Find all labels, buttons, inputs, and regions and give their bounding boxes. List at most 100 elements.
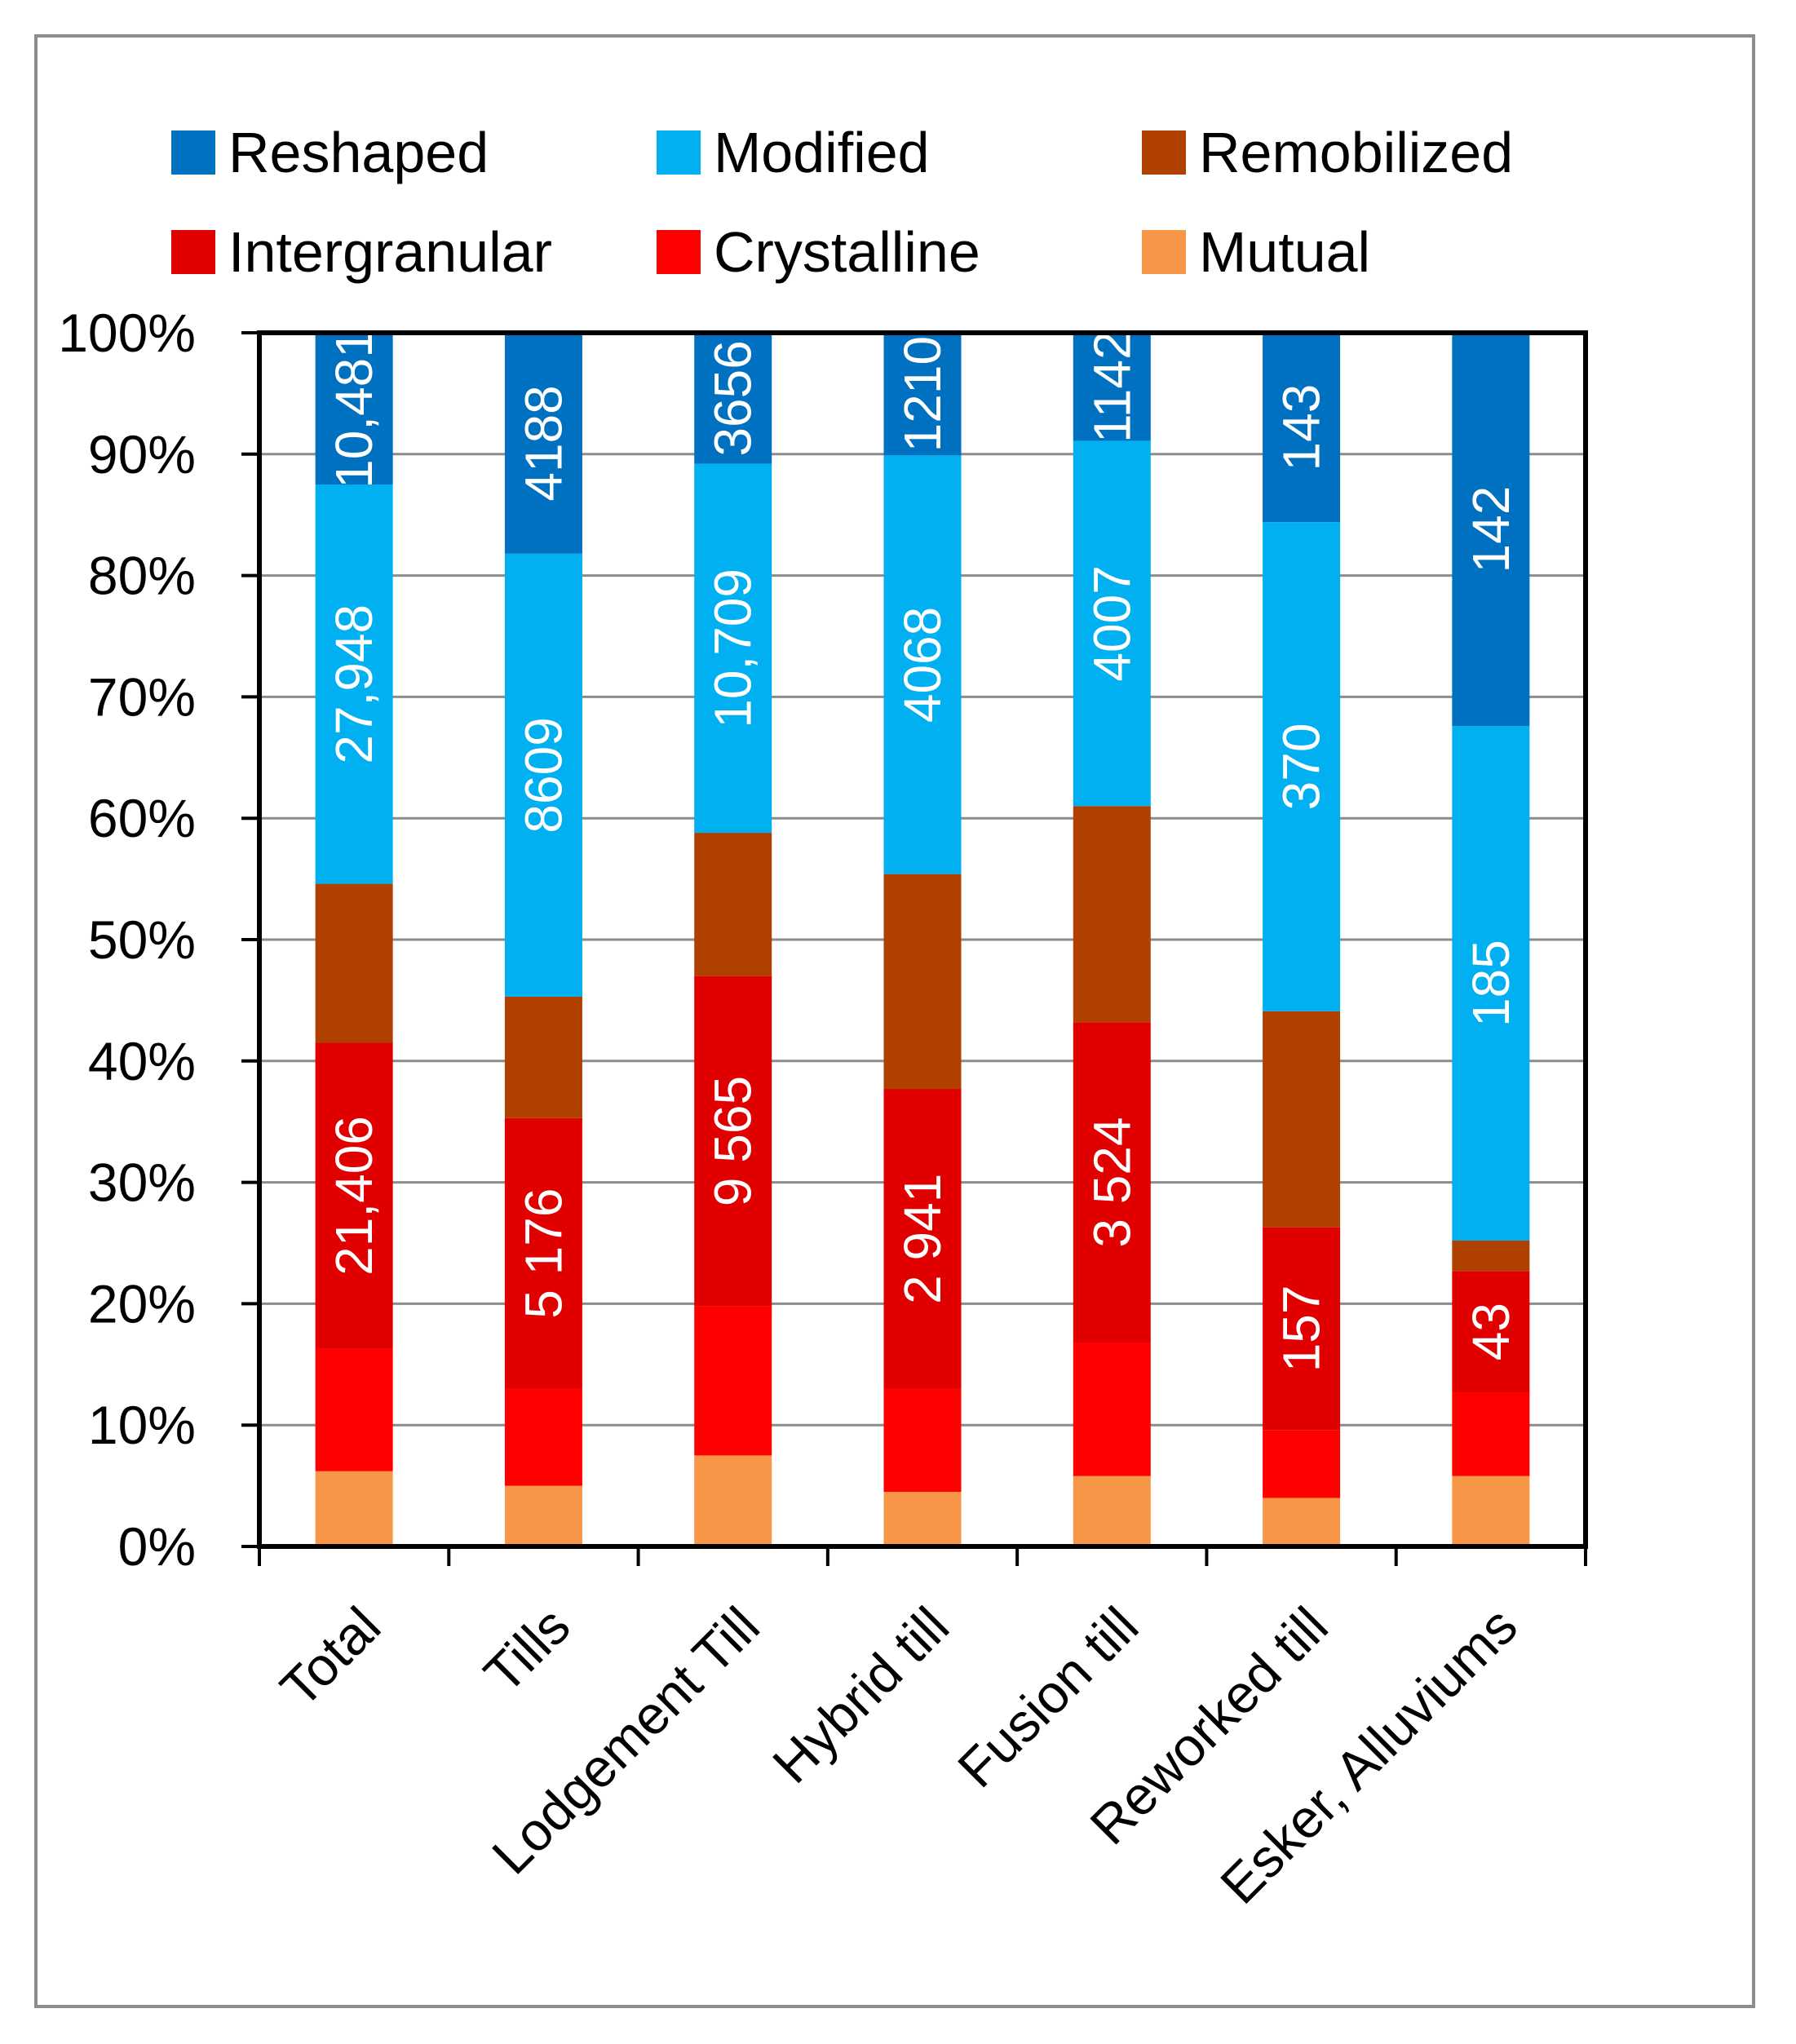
bar-segment-crystalline [1452, 1392, 1530, 1476]
legend-label: Modified [714, 121, 930, 184]
data-label-intergranular: 21,406 [325, 1116, 383, 1276]
bar-esker-alluviums: 43 185 142 [1452, 333, 1530, 1546]
category-label-total: Total [268, 1595, 391, 1719]
y-tick-label: 20% [88, 1273, 196, 1334]
y-tick-label: 90% [88, 424, 196, 484]
bar-segment-mutual [1263, 1498, 1341, 1546]
y-tick-label: 30% [88, 1153, 196, 1213]
legend-swatch [657, 230, 701, 274]
y-tick-label: 100% [58, 303, 196, 363]
data-label-intergranular: 157 [1272, 1285, 1331, 1373]
y-tick-label: 40% [88, 1031, 196, 1091]
bar-segment-mutual [315, 1471, 393, 1546]
bars: 21,406 27,948 10,481 5 176 8609 4188 9 565 10,7… [315, 329, 1530, 1546]
bar-tills: 5 176 8609 4188 [504, 333, 582, 1546]
legend-label: Intergranular [228, 220, 552, 284]
data-label-reshaped: 143 [1272, 384, 1331, 471]
bar-segment-reshaped [1073, 333, 1151, 441]
bar-segment-crystalline [883, 1388, 962, 1493]
category-label-fusion-till: Fusion till [946, 1595, 1149, 1798]
bar-segment-intergranular [1073, 1022, 1151, 1343]
bar-segment-intergranular [1452, 1271, 1530, 1393]
bar-segment-modified [504, 553, 582, 997]
bar-segment-crystalline [315, 1348, 393, 1471]
bar-segment-modified [1452, 726, 1530, 1241]
bar-segment-remobilized [1263, 1011, 1341, 1228]
bar-segment-intergranular [694, 976, 772, 1307]
legend-swatch [657, 131, 701, 175]
bar-segment-crystalline [694, 1306, 772, 1456]
bar-segment-reshaped [1263, 333, 1341, 523]
bar-segment-remobilized [315, 883, 393, 1043]
bar-segment-crystalline [1073, 1343, 1151, 1476]
bar-segment-remobilized [504, 996, 582, 1118]
data-label-modified: 4068 [893, 607, 952, 723]
data-label-modified: 8609 [514, 717, 573, 833]
bar-lodgement-till: 9 565 10,709 3656 [694, 333, 772, 1546]
bar-segment-intergranular [883, 1089, 962, 1389]
legend-item-remobilized: Remobilized [1142, 121, 1513, 184]
y-axis-tick-labels: 0% 10% 20% 30% 40% 50% 60% 70% 80% 90% 100% [58, 303, 196, 1577]
bar-segment-modified [1073, 440, 1151, 807]
bar-segment-remobilized [694, 833, 772, 976]
data-label-reshaped: 1210 [893, 336, 952, 452]
data-label-intergranular: 2 941 [893, 1174, 952, 1304]
bar-segment-mutual [883, 1492, 962, 1546]
data-label-intergranular: 3 524 [1082, 1117, 1141, 1248]
bar-segment-modified [315, 484, 393, 884]
legend-swatch [1142, 230, 1186, 274]
legend-swatch [1142, 131, 1186, 175]
legend: Reshaped Modified Remobilized Intergranular… [171, 121, 1513, 284]
bar-segment-modified [883, 455, 962, 874]
bar-segment-mutual [1073, 1475, 1151, 1546]
data-label-modified: 4007 [1082, 565, 1141, 681]
legend-swatch [171, 230, 215, 274]
legend-item-reshaped: Reshaped [171, 121, 489, 184]
legend-label: Remobilized [1199, 121, 1513, 184]
bar-segment-reshaped [694, 333, 772, 464]
legend-item-mutual: Mutual [1142, 220, 1370, 284]
y-tick-label: 0% [118, 1516, 196, 1577]
bar-segment-remobilized [883, 874, 962, 1090]
bar-segment-remobilized [1452, 1241, 1530, 1272]
data-label-reshaped: 1142 [1082, 330, 1141, 443]
bar-reworked-till: 157 370 143 [1263, 333, 1341, 1546]
data-label-intergranular: 9 565 [704, 1076, 763, 1206]
plot-area-border [257, 330, 1588, 1549]
data-label-modified: 185 [1462, 940, 1520, 1027]
bar-segment-intergranular [504, 1117, 582, 1389]
bar-segment-reshaped [1452, 333, 1530, 727]
data-label-intergranular: 5 176 [514, 1188, 573, 1319]
bar-segment-mutual [504, 1485, 582, 1546]
legend-swatch [171, 131, 215, 175]
category-label-tills: Tills [472, 1595, 582, 1705]
bar-segment-reshaped [504, 333, 582, 554]
category-label-hybrid-till: Hybrid till [761, 1595, 960, 1794]
bar-fusion-till: 3 524 4007 1142 [1073, 330, 1151, 1546]
data-label-modified: 27,948 [325, 604, 383, 764]
bar-total: 21,406 27,948 10,481 [315, 329, 393, 1546]
y-tick-label: 10% [88, 1395, 196, 1455]
bar-segment-intergranular [1263, 1227, 1341, 1431]
data-label-reshaped: 3656 [704, 340, 763, 456]
bar-segment-remobilized [1073, 806, 1151, 1023]
bar-segment-intergranular [315, 1042, 393, 1349]
data-label-reshaped: 4188 [514, 385, 573, 501]
bar-segment-crystalline [1263, 1430, 1341, 1498]
data-label-modified: 10,709 [704, 569, 763, 728]
y-tick-label: 60% [88, 788, 196, 848]
bar-segment-mutual [1452, 1475, 1530, 1546]
y-tick-label: 70% [88, 666, 196, 727]
legend-item-crystalline: Crystalline [657, 220, 980, 284]
legend-label: Mutual [1199, 220, 1370, 284]
data-label-modified: 370 [1272, 723, 1331, 811]
bar-segment-reshaped [315, 333, 393, 484]
bar-segment-modified [1263, 522, 1341, 1011]
legend-label: Reshaped [228, 121, 489, 184]
y-tick-label: 50% [88, 909, 196, 970]
bar-segment-modified [694, 463, 772, 834]
bar-segment-mutual [694, 1455, 772, 1546]
data-label-intergranular: 43 [1462, 1303, 1520, 1360]
